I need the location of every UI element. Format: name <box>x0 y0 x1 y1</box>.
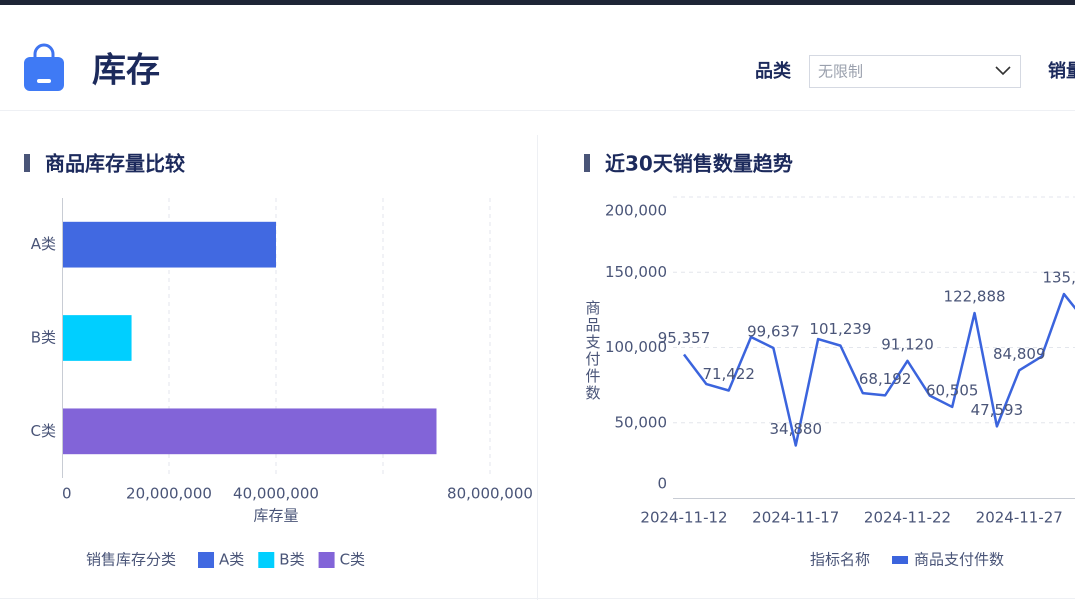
legend-title: 指标名称 <box>810 551 870 569</box>
legend-swatch <box>318 552 335 568</box>
legend-label: A类 <box>219 551 244 569</box>
x-axis-label: 库存量 <box>253 507 298 525</box>
top-bar <box>0 0 1075 5</box>
y-tick-label: A类 <box>31 235 56 253</box>
x-tick-label: 2024-11-27 <box>976 509 1063 527</box>
legend-label: B类 <box>279 551 304 569</box>
x-tick-label: 80,000,000 <box>447 485 533 503</box>
line <box>683 292 1075 447</box>
legend-swatch <box>892 556 909 564</box>
bar <box>63 315 132 361</box>
legend-swatch <box>258 552 275 568</box>
y-tick-label: 100,000 <box>605 338 667 356</box>
y-tick-label: 50,000 <box>615 413 668 431</box>
page-title: 库存 <box>92 51 160 91</box>
panel-title: 商品库存量比较 <box>45 152 185 176</box>
y-tick-label: 0 <box>657 475 667 493</box>
filter-value: 无限制 <box>818 63 863 81</box>
chevron <box>995 66 1011 76</box>
data-label: 60,505 <box>926 381 979 399</box>
bar <box>63 221 276 268</box>
filter-label-2: 销量 <box>1048 60 1075 82</box>
x-tick-label: 40,000,000 <box>233 485 319 503</box>
bar <box>63 408 437 455</box>
legend-label: 商品支付件数 <box>914 551 1004 569</box>
data-label: 71,422 <box>702 365 755 383</box>
title-marker <box>584 154 590 172</box>
data-label: 68,192 <box>859 370 912 388</box>
data-label: 34,880 <box>770 420 823 438</box>
x-tick-label: 2024-11-17 <box>752 509 839 527</box>
filter-label: 品类 <box>755 60 792 82</box>
y-axis-label: 商品支付件数 <box>585 299 600 402</box>
x-tick-label: 2024-11-22 <box>864 509 951 527</box>
data-label: 91,120 <box>881 335 934 353</box>
data-label: 99,637 <box>747 323 800 341</box>
panel-title: 近30天销售数量趋势 <box>605 152 793 176</box>
x-tick-label: 0 <box>62 485 72 503</box>
x-tick-label: 20,000,000 <box>126 485 212 503</box>
y-tick-label: 150,000 <box>605 263 667 281</box>
data-label: 95,357 <box>658 329 711 347</box>
title-marker <box>24 154 30 172</box>
data-label: 84,809 <box>993 345 1046 363</box>
filter-select[interactable] <box>809 55 1021 88</box>
legend-label: C类 <box>340 551 365 569</box>
data-label: 122,888 <box>944 288 1006 306</box>
bag-icon <box>24 43 64 91</box>
y-tick-label: 200,000 <box>605 202 667 220</box>
legend-title: 销售库存分类 <box>86 551 176 569</box>
data-label: 135,5 <box>1042 269 1075 287</box>
legend-swatch <box>198 552 215 568</box>
data-label: 47,593 <box>971 401 1024 419</box>
x-tick-label: 2024-11-12 <box>640 509 727 527</box>
y-tick-label: B类 <box>31 329 56 347</box>
data-label: 101,239 <box>809 320 871 338</box>
y-tick-label: C类 <box>31 422 56 440</box>
